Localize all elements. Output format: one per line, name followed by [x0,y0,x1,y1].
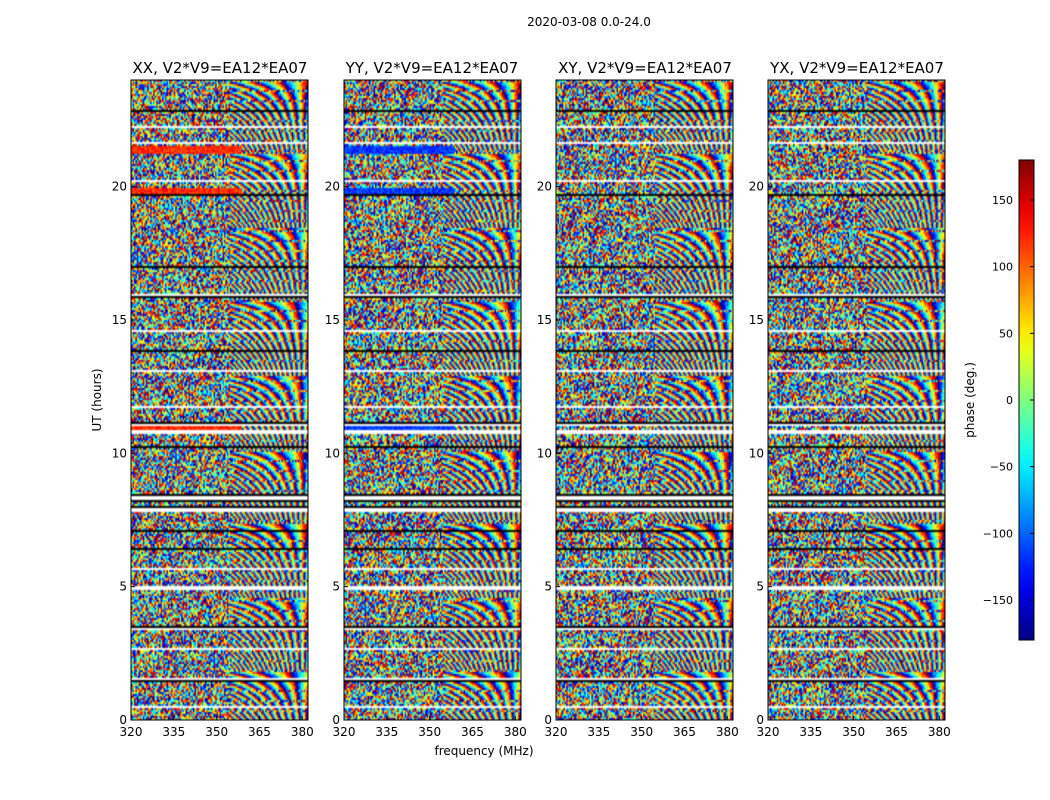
y-tick-label: 15 [112,313,127,327]
panel-yx: YX, V2*V9=EA12*EA07 320 335 350 365 380 0 5 10 1… [749,59,951,739]
phase-heatmap [768,80,945,720]
x-tick-label: 365 [885,725,908,739]
x-tick-label: 380 [291,725,314,739]
y-tick-label: 0 [544,713,552,727]
x-tick-label: 365 [248,725,271,739]
phase-heatmap [344,80,521,720]
figure-title: 2020-03-08 0.0-24.0 [527,15,651,29]
axes-frame [555,79,734,721]
colorbar: 150 100 50 0 −50 −100 −150 [983,159,1035,641]
x-tick-label: 380 [504,725,527,739]
y-tick-label: 10 [749,446,764,460]
y-tick-label: 0 [119,713,127,727]
phase-heatmap [556,80,733,720]
y-tick-label: 5 [544,580,552,594]
x-tick-label: 335 [799,725,822,739]
y-tick-label: 5 [332,580,340,594]
x-tick-label: 350 [205,725,228,739]
panel-xy: XY, V2*V9=EA12*EA07 320 335 350 365 380 0 5 10 1… [537,59,739,739]
x-tick-label: 380 [716,725,739,739]
y-tick-label: 15 [749,313,764,327]
colorbar-tick-label: −100 [983,527,1013,540]
y-tick-label: 10 [325,446,340,460]
panel-title: YX, V2*V9=EA12*EA07 [769,59,944,77]
y-tick-label: 20 [325,180,340,194]
y-tick-label: 10 [112,446,127,460]
y-tick-label: 5 [756,580,764,594]
x-tick-label: 365 [461,725,484,739]
colorbar-tick-label: −50 [990,461,1013,474]
panel-yy: YY, V2*V9=EA12*EA07 320 335 350 365 380 0 5 10 1… [325,59,527,739]
y-tick-label: 0 [332,713,340,727]
y-tick-label: 15 [325,313,340,327]
y-tick-label: 10 [537,446,552,460]
colorbar-tick-label: 50 [999,327,1013,340]
phase-heatmap [131,80,308,720]
y-axis-label: UT (hours) [90,368,104,431]
y-tick-label: 20 [112,180,127,194]
axes-frame [767,79,946,721]
axes-frame [343,79,522,721]
x-tick-label: 320 [120,725,143,739]
colorbar-tick-label: 100 [992,261,1013,274]
x-axis-label: frequency (MHz) [434,744,533,758]
colorbar-tick-label: 150 [992,194,1013,207]
axes-frame [130,79,309,721]
y-tick-label: 15 [537,313,552,327]
x-tick-label: 365 [673,725,696,739]
panel-xx: XX, V2*V9=EA12*EA07 320 335 350 365 380 0 5 10 1… [112,59,314,739]
x-tick-label: 320 [757,725,780,739]
x-tick-label: 320 [333,725,356,739]
colorbar-tick-label: 0 [1006,394,1013,407]
x-tick-label: 350 [418,725,441,739]
x-tick-label: 335 [162,725,185,739]
y-tick-label: 20 [537,180,552,194]
x-tick-label: 335 [375,725,398,739]
panel-title: XY, V2*V9=EA12*EA07 [558,59,732,77]
colorbar-tick-label: −150 [983,594,1013,607]
colorbar-label: phase (deg.) [963,362,977,438]
x-tick-label: 350 [842,725,865,739]
panel-title: YY, V2*V9=EA12*EA07 [345,59,519,77]
y-tick-label: 0 [756,713,764,727]
x-tick-label: 335 [587,725,610,739]
panel-title: XX, V2*V9=EA12*EA07 [133,59,308,77]
x-tick-label: 380 [928,725,951,739]
x-tick-label: 350 [630,725,653,739]
y-tick-label: 5 [119,580,127,594]
x-tick-label: 320 [545,725,568,739]
y-tick-label: 20 [749,180,764,194]
